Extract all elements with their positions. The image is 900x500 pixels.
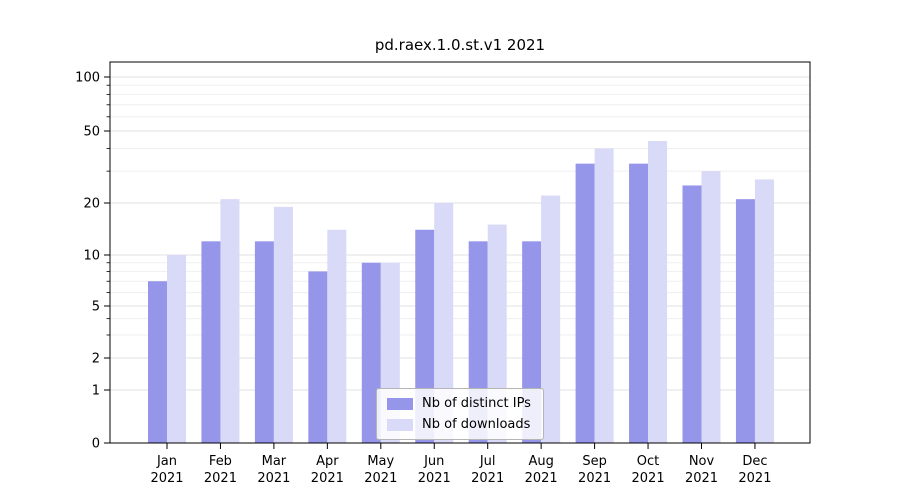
legend-label-downloads: Nb of downloads [422, 417, 531, 432]
x-tick-label-month: Jun [423, 454, 444, 469]
x-tick-label-year: 2021 [578, 471, 611, 486]
legend: Nb of distinct IPs Nb of downloads [376, 388, 544, 440]
legend-swatch-downloads [387, 418, 413, 431]
x-tick-label-year: 2021 [685, 471, 718, 486]
bar-downloads [273, 206, 293, 443]
bar-downloads [701, 171, 721, 443]
x-tick-label-month: Sep [582, 454, 607, 469]
x-tick-label-year: 2021 [257, 471, 290, 486]
bar-downloads [220, 199, 240, 443]
y-tick-label: 10 [83, 249, 100, 264]
x-tick-label-year: 2021 [632, 471, 665, 486]
x-tick-label-month: Mar [262, 454, 287, 469]
legend-swatch-distinct-ips [387, 397, 413, 410]
x-tick-label-year: 2021 [418, 471, 451, 486]
x-tick-label-month: Jul [479, 454, 496, 469]
y-tick-label: 100 [75, 71, 100, 86]
x-tick-label-month: May [367, 454, 394, 469]
x-tick-label-month: Feb [209, 454, 232, 469]
y-tick-label: 0 [92, 437, 100, 452]
x-tick-label-month: Apr [316, 454, 339, 469]
x-tick-label-month: Nov [689, 454, 715, 469]
bar-distinct-ips [201, 241, 221, 443]
y-tick-label: 5 [92, 300, 100, 315]
x-tick-label-year: 2021 [364, 471, 397, 486]
x-tick-label-month: Jan [156, 454, 177, 469]
x-tick-label-month: Aug [528, 454, 553, 469]
bar-downloads [541, 195, 561, 443]
bar-distinct-ips [735, 199, 755, 443]
legend-item-distinct-ips: Nb of distinct IPs [387, 396, 531, 411]
x-tick-label-month: Dec [742, 454, 767, 469]
bar-downloads [754, 179, 774, 444]
x-tick-label-month: Oct [637, 454, 659, 469]
bar-downloads [327, 229, 347, 443]
x-tick-label-year: 2021 [150, 471, 183, 486]
bar-downloads [434, 203, 454, 443]
legend-label-distinct-ips: Nb of distinct IPs [422, 396, 531, 411]
bar-downloads [648, 141, 668, 443]
chart-title: pd.raex.1.0.st.v1 2021 [374, 36, 546, 54]
bar-distinct-ips [308, 271, 328, 443]
bar-distinct-ips [682, 185, 702, 444]
x-tick-label-year: 2021 [471, 471, 504, 486]
legend-item-downloads: Nb of downloads [387, 417, 531, 432]
x-tick-label-year: 2021 [311, 471, 344, 486]
y-tick-label: 20 [83, 197, 100, 212]
axis-frame [109, 61, 811, 444]
x-tick-label-year: 2021 [204, 471, 237, 486]
x-tick-label-year: 2021 [525, 471, 558, 486]
bar-distinct-ips [148, 281, 167, 443]
y-tick-label: 50 [83, 125, 100, 140]
y-tick-label: 1 [92, 384, 100, 399]
x-tick-label-year: 2021 [738, 471, 771, 486]
bar-distinct-ips [575, 163, 595, 443]
bar-downloads [594, 148, 614, 443]
bar-distinct-ips [254, 241, 274, 443]
bar-downloads [167, 255, 186, 443]
y-tick-label: 2 [92, 352, 100, 367]
bar-distinct-ips [629, 163, 649, 443]
